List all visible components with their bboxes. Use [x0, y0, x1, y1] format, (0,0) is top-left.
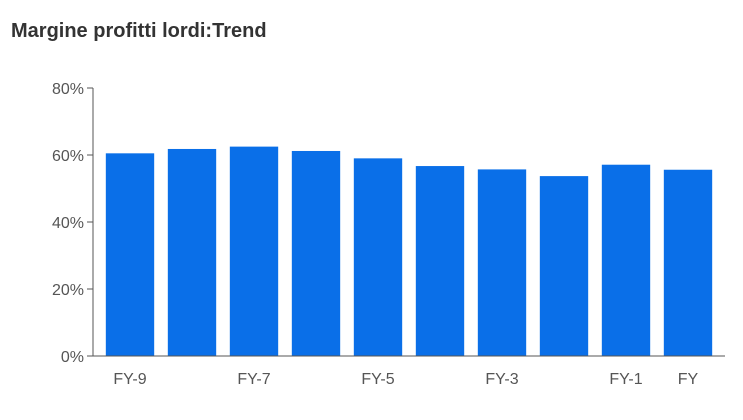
bar-fy-4 [415, 166, 465, 356]
bar-fy-6 [291, 150, 341, 356]
bar-fy-8 [167, 148, 217, 356]
y-tick-label: 80% [52, 81, 84, 98]
x-tick-label: FY [678, 371, 699, 388]
y-tick-label: 60% [52, 148, 84, 165]
x-tick-label: FY-1 [609, 371, 642, 388]
y-axis-ticks: 0% 20% 40% 60% 80% [52, 81, 93, 366]
x-tick-label: FY-9 [113, 371, 146, 388]
y-tick-label: 0% [61, 349, 84, 366]
x-axis-ticks: FY-9 FY-7 FY-5 FY-3 FY-1 FY [113, 371, 698, 388]
x-tick-label: FY-3 [485, 371, 518, 388]
x-tick-label: FY-7 [237, 371, 270, 388]
bar-fy-5 [353, 158, 403, 356]
y-tick-label: 20% [52, 282, 84, 299]
chart-title: Margine profitti lordi:Trend [11, 20, 267, 42]
bar-fy [663, 169, 713, 356]
bar-fy-2 [539, 176, 589, 356]
bars [105, 146, 713, 356]
bar-fy-7 [229, 146, 279, 356]
bar-fy-9 [105, 153, 155, 356]
bar-fy-3 [477, 169, 527, 356]
x-tick-label: FY-5 [361, 371, 394, 388]
bar-fy-1 [601, 164, 651, 356]
y-tick-label: 40% [52, 215, 84, 232]
